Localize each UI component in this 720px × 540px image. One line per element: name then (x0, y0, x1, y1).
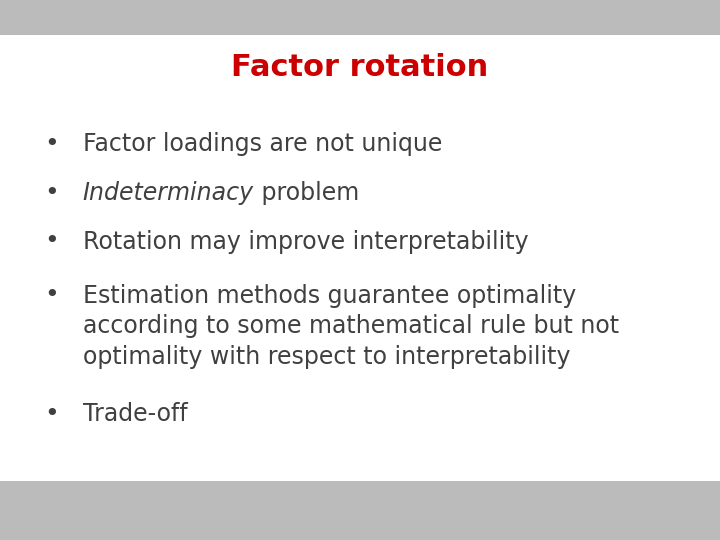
Text: •: • (45, 181, 59, 205)
Text: •: • (45, 284, 59, 307)
Text: •: • (45, 402, 59, 426)
Text: Indeterminacy: Indeterminacy (83, 181, 254, 205)
Text: 31: 31 (673, 501, 698, 519)
Text: Factor loadings are not unique: Factor loadings are not unique (83, 132, 442, 156)
Text: Rotation may improve interpretability: Rotation may improve interpretability (83, 230, 528, 253)
Text: Trade-off: Trade-off (83, 402, 187, 426)
Text: •: • (45, 230, 59, 253)
Text: Factor rotation: Factor rotation (231, 53, 489, 82)
Text: •: • (45, 132, 59, 156)
Text: Estimation methods guarantee optimality
according to some mathematical rule but : Estimation methods guarantee optimality … (83, 284, 619, 369)
Text: Statistics for Marketing & Consumer Research
Copyright © 2008  - Mario Mazzocchi: Statistics for Marketing & Consumer Rese… (81, 499, 322, 522)
Text: problem: problem (254, 181, 359, 205)
